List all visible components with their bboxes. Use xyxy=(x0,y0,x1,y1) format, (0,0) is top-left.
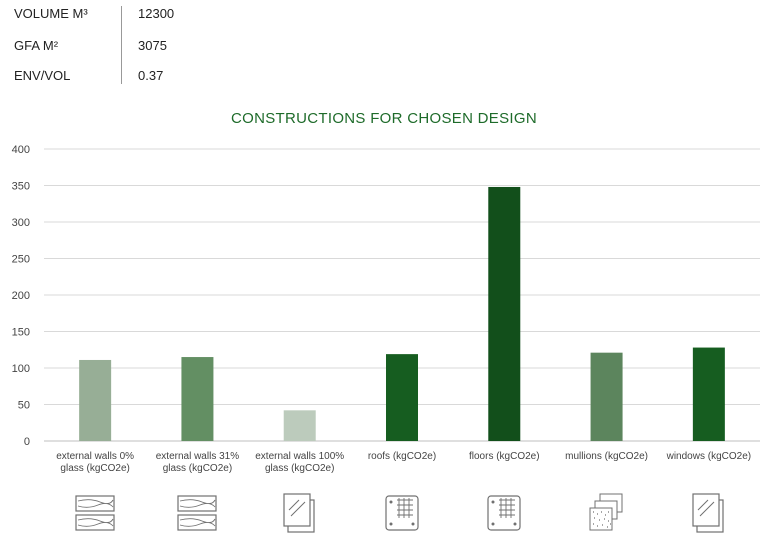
bar-chart: 0 50 100 150 200 250 300 350 400 external walls 0… xyxy=(12,144,760,474)
metric-row-env-vol: ENV/VOL 0.37 xyxy=(14,68,214,88)
y-tick-label: 200 xyxy=(12,290,30,302)
x-tick-label: external walls 0% glass (kgCO2e) xyxy=(56,451,134,474)
y-tick-label: 150 xyxy=(12,327,30,339)
metrics-divider xyxy=(121,6,122,84)
bar xyxy=(590,352,623,441)
y-tick-label: 350 xyxy=(12,181,30,193)
bar xyxy=(79,359,112,441)
x-tick-label: external walls 100% glass (kgCO2e) xyxy=(255,451,344,474)
x-tick-label: external walls 31% glass (kgCO2e) xyxy=(156,451,239,474)
y-tick-label: 50 xyxy=(18,400,30,412)
roof-panel-icon xyxy=(377,488,427,538)
y-tick-label: 100 xyxy=(12,363,30,375)
x-tick-label: mullions (kgCO2e) xyxy=(565,451,648,462)
x-tick-label: windows (kgCO2e) xyxy=(666,451,751,462)
chart-title: CONSTRUCTIONS FOR CHOSEN DESIGN xyxy=(231,110,537,127)
metrics-panel: VOLUME M³ 12300 GFA M² 3075 ENV/VOL 0.37 xyxy=(14,6,214,90)
metric-label: ENV/VOL xyxy=(14,68,71,83)
wood-planks-icon xyxy=(172,488,222,538)
wood-planks-icon xyxy=(70,488,120,538)
metric-row-gfa: GFA M² 3075 xyxy=(14,38,214,58)
y-tick-label: 300 xyxy=(12,217,30,229)
metric-row-volume: VOLUME M³ 12300 xyxy=(14,6,214,26)
glass-panes-icon xyxy=(684,488,734,538)
y-tick-label: 0 xyxy=(24,436,30,448)
insulation-layers-icon xyxy=(582,488,632,538)
x-tick-label: roofs (kgCO2e) xyxy=(368,451,436,462)
metric-value: 3075 xyxy=(138,38,167,53)
metric-label: GFA M² xyxy=(14,38,59,53)
icon-row xyxy=(0,488,768,538)
y-tick-label: 400 xyxy=(12,144,30,156)
x-tick-label: floors (kgCO2e) xyxy=(469,451,540,462)
bar xyxy=(283,410,316,441)
y-tick-label: 250 xyxy=(12,254,30,266)
bar xyxy=(181,357,214,441)
metric-label: VOLUME M³ xyxy=(14,6,88,21)
bar xyxy=(386,354,418,441)
metric-value: 12300 xyxy=(138,6,175,21)
bar xyxy=(692,347,725,441)
bar xyxy=(488,186,521,441)
metric-value: 0.37 xyxy=(138,68,164,83)
floor-panel-icon xyxy=(479,488,529,538)
glass-panes-icon xyxy=(275,488,325,538)
